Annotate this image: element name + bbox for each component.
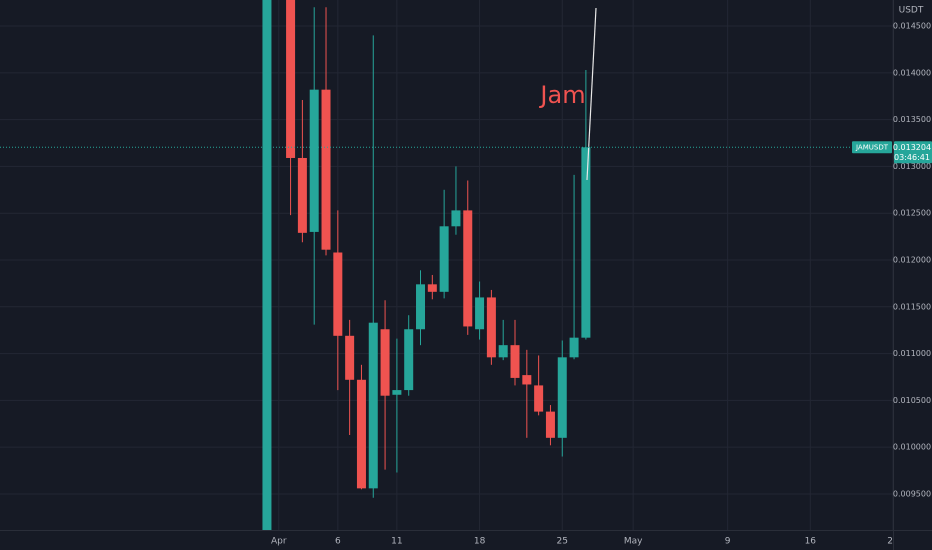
candle-body bbox=[545, 411, 555, 438]
y-tick-label: 0.009500 bbox=[893, 489, 931, 498]
x-tick-label: 18 bbox=[474, 537, 486, 547]
y-tick-label: 0.010500 bbox=[893, 396, 931, 405]
candle-body bbox=[345, 335, 355, 380]
candle-body bbox=[439, 226, 449, 292]
candle-body bbox=[486, 297, 496, 358]
drawing-line bbox=[586, 7, 597, 181]
candle-body bbox=[416, 284, 426, 330]
candle-body bbox=[286, 0, 296, 158]
candle-body bbox=[522, 375, 532, 385]
candle-body bbox=[557, 357, 567, 438]
x-tick-label: 6 bbox=[335, 537, 341, 547]
annotation: Jam bbox=[538, 81, 585, 109]
candles bbox=[262, 0, 591, 530]
y-tick-label: 0.013000 bbox=[893, 162, 931, 171]
candle-body bbox=[297, 157, 307, 233]
y-tick-label: 0.014000 bbox=[893, 68, 931, 77]
candle-body bbox=[404, 329, 414, 391]
candle-body bbox=[581, 147, 591, 338]
symbol-label: JAMUSDT bbox=[855, 143, 889, 151]
x-tick-label: 11 bbox=[391, 537, 402, 547]
candle-body bbox=[427, 284, 437, 292]
candle-body bbox=[498, 345, 508, 358]
y-tick-label: 0.014500 bbox=[893, 22, 931, 31]
y-tick-label: 0.011500 bbox=[893, 302, 931, 311]
y-tick-label: 0.013500 bbox=[893, 115, 931, 124]
x-tick-label: 9 bbox=[725, 537, 731, 547]
symbol-box bbox=[852, 141, 892, 154]
candle-body bbox=[569, 337, 579, 358]
candle-body bbox=[333, 252, 343, 336]
candle-body bbox=[309, 89, 319, 232]
y-tick-label: 0.012000 bbox=[893, 255, 931, 264]
candle-body bbox=[380, 329, 390, 396]
candle-body bbox=[321, 89, 331, 250]
candle-body bbox=[510, 345, 520, 378]
candle-body bbox=[463, 210, 473, 327]
x-tick-label: May bbox=[624, 537, 643, 547]
candle-body bbox=[534, 385, 544, 412]
candle-body bbox=[368, 322, 378, 489]
x-tick-label: Apr bbox=[271, 537, 287, 547]
candle-body bbox=[475, 297, 485, 330]
x-tick-label: 2 bbox=[887, 537, 893, 547]
currency-label: USDT bbox=[899, 6, 924, 16]
candle-body bbox=[392, 390, 402, 395]
candle-body bbox=[356, 379, 366, 489]
candle-body bbox=[262, 0, 272, 530]
x-tick-label: 16 bbox=[805, 537, 817, 547]
x-tick-label: 25 bbox=[557, 537, 568, 547]
price-box bbox=[894, 141, 932, 164]
countdown-label: 03:46:41 bbox=[894, 153, 930, 162]
y-tick-label: 0.012500 bbox=[893, 209, 931, 218]
candle-body bbox=[451, 210, 461, 227]
y-tick-label: 0.011000 bbox=[893, 349, 931, 358]
last-price-label: 0.013204 bbox=[893, 143, 931, 152]
y-tick-label: 0.010000 bbox=[893, 443, 931, 452]
